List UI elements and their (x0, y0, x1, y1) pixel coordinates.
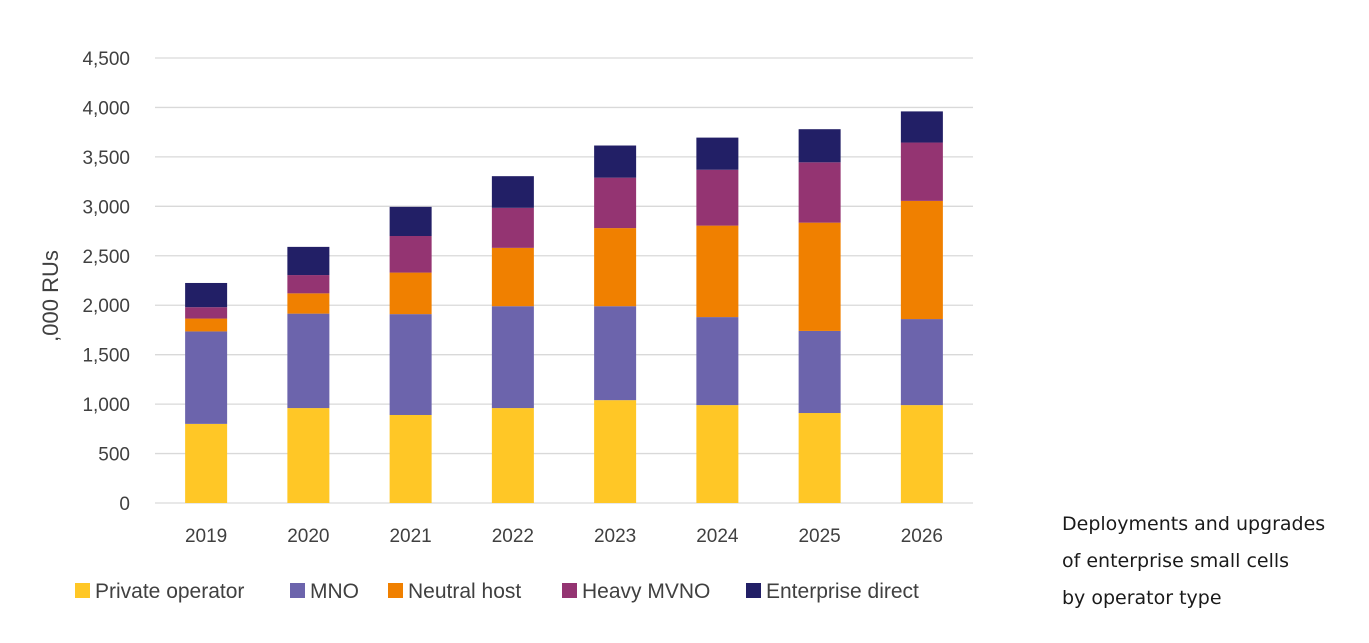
y-tick-label: 0 (119, 494, 130, 515)
y-tick-label: 3,500 (82, 148, 130, 169)
bar-segment (389, 314, 432, 415)
bar-segment (389, 272, 432, 315)
x-tick-label: 2025 (798, 526, 840, 547)
x-tick-label: 2023 (594, 526, 636, 547)
legend-item: Heavy MVNO (562, 580, 710, 603)
caption-line: Deployments and upgrades (1062, 513, 1326, 535)
bar-segment (287, 408, 330, 503)
y-tick-label: 500 (98, 445, 130, 466)
bar-segment (491, 176, 534, 208)
legend-swatch (388, 583, 403, 598)
bar-segment (491, 306, 534, 409)
bar-segment (491, 207, 534, 248)
bar-segment (696, 405, 739, 503)
legend-item: Enterprise direct (746, 580, 919, 603)
bar-segment (594, 400, 637, 503)
y-axis-ticks: 0 500 1,000 1,500 2,000 2,500 3,000 3,500 4,000 4… (82, 49, 130, 515)
legend-label: Enterprise direct (766, 580, 919, 603)
bar-segment (287, 313, 330, 409)
x-tick-label: 2024 (696, 526, 739, 547)
bar-segment (594, 306, 637, 401)
bar-segment (900, 405, 943, 503)
bar-segment (389, 206, 432, 236)
x-tick-label: 2022 (492, 526, 534, 547)
bar-segment (798, 330, 841, 414)
bar-stack-2023 (594, 145, 637, 503)
legend-swatch (746, 583, 761, 598)
bar-segment (696, 225, 739, 318)
y-tick-label: 1,500 (82, 346, 130, 367)
bar-segment (185, 282, 228, 308)
bar-stack-2022 (491, 176, 534, 503)
x-axis-ticks: 2019 2020 2021 2022 2023 2024 2025 2026 (185, 526, 943, 547)
bar-segment (389, 236, 432, 273)
legend-label: Heavy MVNO (582, 580, 710, 603)
bar-segment (389, 414, 432, 503)
bar-segment (798, 222, 841, 331)
legend-label: Private operator (95, 580, 244, 603)
bar-segment (798, 162, 841, 223)
bar-segment (287, 246, 330, 276)
bar-segment (491, 408, 534, 503)
legend-swatch (290, 583, 305, 598)
y-tick-label: 4,500 (82, 49, 130, 70)
bar-stack-2019 (185, 282, 228, 503)
y-tick-label: 2,000 (82, 296, 130, 317)
bar-segment (594, 228, 637, 307)
bar-segment (491, 247, 534, 307)
bar-segment (696, 317, 739, 406)
bar-segment (900, 319, 943, 406)
legend-swatch (562, 583, 577, 598)
legend: Private operator MNO Neutral host Heavy MVN… (75, 580, 919, 603)
bar-segment (696, 169, 739, 226)
bar-stack-2021 (389, 206, 432, 503)
bar-segment (287, 293, 330, 314)
caption-line: of enterprise small cells (1062, 550, 1290, 572)
caption: Deployments and upgrades of enterprise s… (1062, 506, 1362, 617)
bar-segment (696, 137, 739, 170)
bar-segment (594, 177, 637, 229)
y-tick-label: 3,000 (82, 197, 130, 218)
bar-segment (900, 111, 943, 143)
bars (185, 111, 943, 503)
x-tick-label: 2026 (901, 526, 943, 547)
legend-swatch (75, 583, 90, 598)
x-tick-label: 2020 (287, 526, 329, 547)
legend-item: Neutral host (388, 580, 521, 603)
legend-label: MNO (310, 580, 359, 603)
legend-item: Private operator (75, 580, 244, 603)
bar-segment (185, 423, 228, 503)
x-tick-label: 2021 (389, 526, 431, 547)
bar-stack-2025 (798, 129, 841, 503)
y-tick-label: 1,000 (82, 395, 130, 416)
legend-label: Neutral host (408, 580, 521, 603)
gridlines (155, 57, 973, 504)
caption-line: by operator type (1062, 587, 1222, 609)
bar-segment (594, 145, 637, 178)
bar-segment (185, 318, 228, 332)
bar-segment (287, 275, 330, 294)
bar-stack-2020 (287, 246, 330, 503)
bar-stack-2024 (696, 137, 739, 503)
y-tick-label: 4,000 (82, 98, 130, 119)
bar-segment (900, 200, 943, 320)
x-tick-label: 2019 (185, 526, 227, 547)
bar-segment (798, 129, 841, 163)
bar-segment (185, 307, 228, 319)
y-tick-label: 2,500 (82, 247, 130, 268)
bar-segment (798, 413, 841, 503)
legend-item: MNO (290, 580, 359, 603)
bar-segment (900, 142, 943, 201)
bar-segment (185, 331, 228, 424)
y-axis-label: ,000 RUs (38, 250, 63, 342)
bar-stack-2026 (900, 111, 943, 503)
